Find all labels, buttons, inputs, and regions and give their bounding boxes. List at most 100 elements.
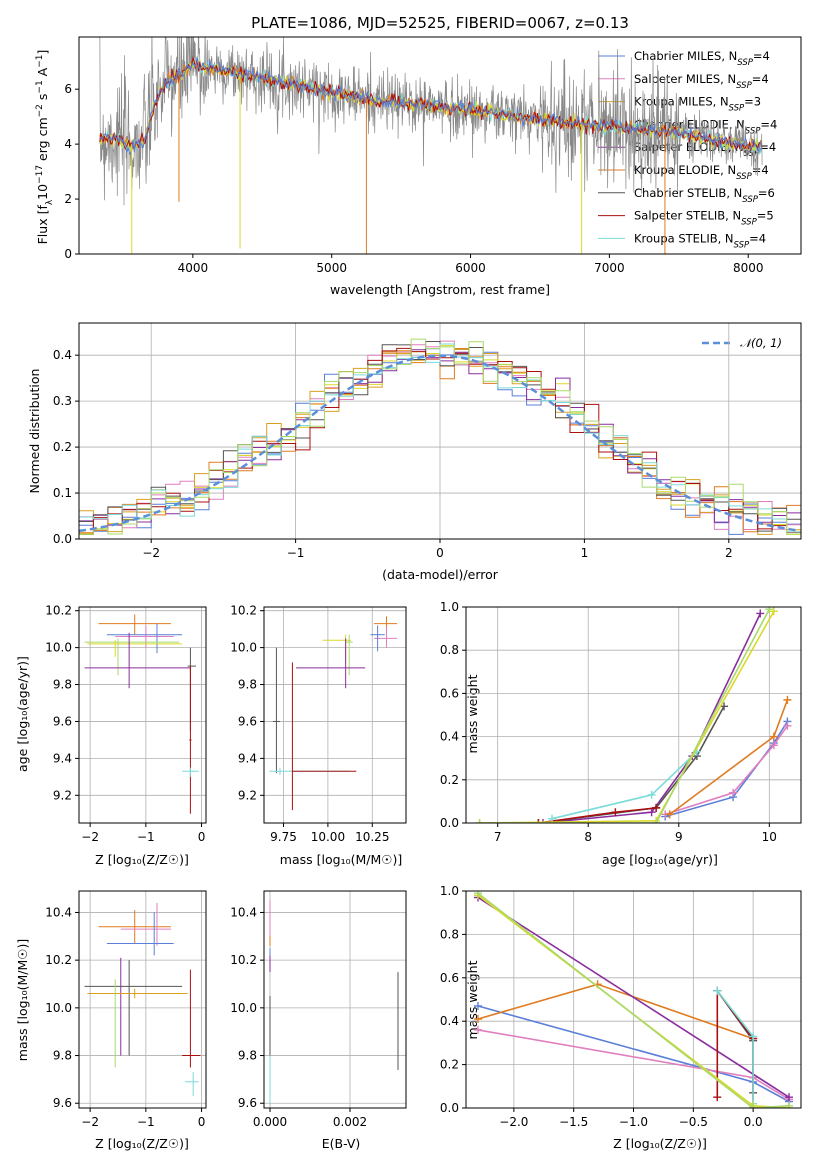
mass-vs-Z-axes — [79, 891, 206, 1108]
legend-subscript: SSP — [729, 104, 745, 114]
legend-subscript: SSP — [737, 58, 753, 68]
y-tick-label: 0.6 — [440, 686, 459, 700]
y-tick-label: 0.8 — [440, 927, 459, 941]
weight-point-marker — [785, 1101, 794, 1108]
mass-weight-vs-Z-marks — [473, 891, 794, 1108]
x-tick-label: −2 — [81, 830, 99, 844]
ylabel-part: λ — [45, 199, 55, 205]
massE-xlabel: E(B-V) — [322, 1136, 361, 1151]
ylabel-part: −17 — [35, 165, 45, 184]
age-vs-metallicity-panel: Z [log₁₀(Z/Z☉)] age [log₁₀(age/yr)] — [15, 656, 189, 867]
residual-panel: (data-model)/error Normed distribution 𝒩… — [27, 336, 782, 582]
legend-text: Salpeter STELIB, N — [634, 209, 741, 223]
y-tick-label: 10.0 — [45, 1001, 72, 1015]
axes-frame — [78, 606, 207, 824]
legend-text: Kroupa MILES, N — [634, 95, 729, 109]
massZ-xlabel: Z [log₁₀(Z/Z☉)] — [95, 1136, 189, 1151]
wAge-ylabel: mass weight — [465, 674, 480, 753]
weight-point-marker — [769, 732, 778, 741]
axes-frame — [465, 606, 802, 824]
ageZ-xlabel: Z [log₁₀(Z/Z☉)] — [95, 852, 189, 867]
y-tick-label: 0.3 — [53, 394, 72, 408]
y-tick-label: 10.2 — [45, 953, 72, 967]
weight-point-marker — [652, 803, 661, 812]
weight-point-marker — [473, 891, 482, 898]
y-tick-label: 9.6 — [238, 1096, 257, 1110]
x-tick-label: −1 — [137, 1115, 155, 1129]
mass-weight-vs-age-panel: age [log₁₀(age/yr)] mass weight — [465, 674, 718, 867]
x-tick-label: 10.00 — [311, 830, 345, 844]
age-vs-Z-frame: −2 −1 0 9.2 9.4 9.6 9.8 10.0 10.2 — [45, 604, 207, 844]
residual-ylabel: Normed distribution — [27, 369, 42, 494]
y-tick-label: 9.8 — [53, 1049, 72, 1063]
age-vs-mass-panel: mass [log₁₀(M/M☉)] — [280, 852, 402, 867]
spectrum-title: PLATE=1086, MJD=52525, FIBERID=0067, z=0… — [251, 14, 629, 32]
weight-point-marker — [729, 788, 738, 797]
mass-weight-vs-age-frame: 7 8 9 10 0.0 0.2 0.4 0.6 0.8 1.0 — [440, 600, 802, 844]
ageZ-ylabel: age [log₁₀(age/yr)] — [15, 656, 30, 772]
legend-subscript: SSP — [742, 195, 758, 205]
legend-entry: Chabrier MILES, NSSP=4 — [634, 49, 770, 68]
legend-entry: Salpeter STELIB, NSSP=5 — [634, 209, 774, 228]
y-tick-label: 0.2 — [440, 773, 459, 787]
mass-weight-vs-age-axes — [466, 606, 801, 824]
legend-subscript: SSP — [736, 81, 752, 91]
ylabel-part: s — [35, 94, 50, 105]
weight-point-marker — [611, 808, 620, 817]
x-tick-label: 0 — [436, 546, 444, 560]
weight-point-marker — [473, 1015, 482, 1024]
mass-vs-ebv-panel: E(B-V) — [322, 1136, 361, 1151]
weight-point-marker — [783, 695, 792, 704]
legend-text: =4 — [753, 49, 770, 63]
y-tick-label: 0.4 — [440, 1014, 459, 1028]
weight-series-line — [477, 983, 754, 1040]
y-tick-label: 10.4 — [45, 905, 72, 919]
legend-text: =6 — [758, 186, 775, 200]
wAge-xlabel: age [log₁₀(age/yr)] — [602, 852, 718, 867]
weight-series-line — [538, 706, 725, 823]
legend-text: Kroupa STELIB, N — [634, 231, 734, 245]
mass-vs-metallicity-panel: Z [log₁₀(Z/Z☉)] mass [log₁₀(M/M☉)] — [15, 939, 189, 1151]
weight-point-marker — [783, 721, 792, 730]
weight-point-marker — [475, 819, 484, 823]
ylabel-part: ] — [35, 50, 50, 55]
y-tick-label: 9.2 — [238, 788, 257, 802]
mass-vs-Z-frame: −2 −1 0 9.6 9.8 10.0 10.2 10.4 — [45, 890, 207, 1129]
weight-series-line — [551, 751, 698, 820]
x-tick-label: 0.0 — [744, 1115, 763, 1129]
spectrum-xlabel: wavelength [Angstrom, rest frame] — [330, 282, 550, 297]
legend-subscript: SSP — [736, 172, 752, 182]
weight-point-marker — [769, 607, 778, 616]
legend-text: =4 — [749, 231, 766, 245]
x-tick-label: 2 — [725, 546, 733, 560]
y-tick-label: 4 — [64, 137, 72, 151]
ylabel-part: −1 — [35, 80, 45, 93]
weight-point-marker — [534, 819, 543, 823]
weight-point-marker — [720, 702, 729, 711]
legend-text: =4 — [752, 72, 769, 86]
weight-series-line — [669, 699, 789, 816]
y-tick-label: 10.0 — [230, 1001, 257, 1015]
y-tick-label: 6 — [64, 82, 72, 96]
weight-point-marker — [765, 607, 774, 614]
y-tick-label: 10.0 — [45, 641, 72, 655]
weight-point-marker — [652, 819, 661, 823]
histogram-series — [79, 338, 801, 535]
y-tick-label: 10.2 — [45, 604, 72, 618]
y-tick-label: 10.2 — [230, 953, 257, 967]
y-tick-label: 0.4 — [440, 730, 459, 744]
spectrum-panel: PLATE=1086, MJD=52525, FIBERID=0067, z=0… — [35, 14, 777, 297]
legend-entry: Chabrier STELIB, NSSP=6 — [634, 186, 775, 205]
axes-frame — [263, 606, 407, 824]
y-tick-label: 9.8 — [238, 678, 257, 692]
weight-point-marker — [756, 609, 765, 618]
y-tick-label: 9.8 — [238, 1049, 257, 1063]
wZ-xlabel: Z [log₁₀(Z/Z☉)] — [613, 1136, 707, 1151]
y-tick-label: 0.1 — [53, 486, 72, 500]
y-tick-label: 0.0 — [53, 532, 72, 546]
mass-vs-EBV-axes — [264, 891, 406, 1108]
ylabel-part: −2 — [35, 104, 45, 117]
ylabel-part: −1 — [35, 55, 45, 68]
